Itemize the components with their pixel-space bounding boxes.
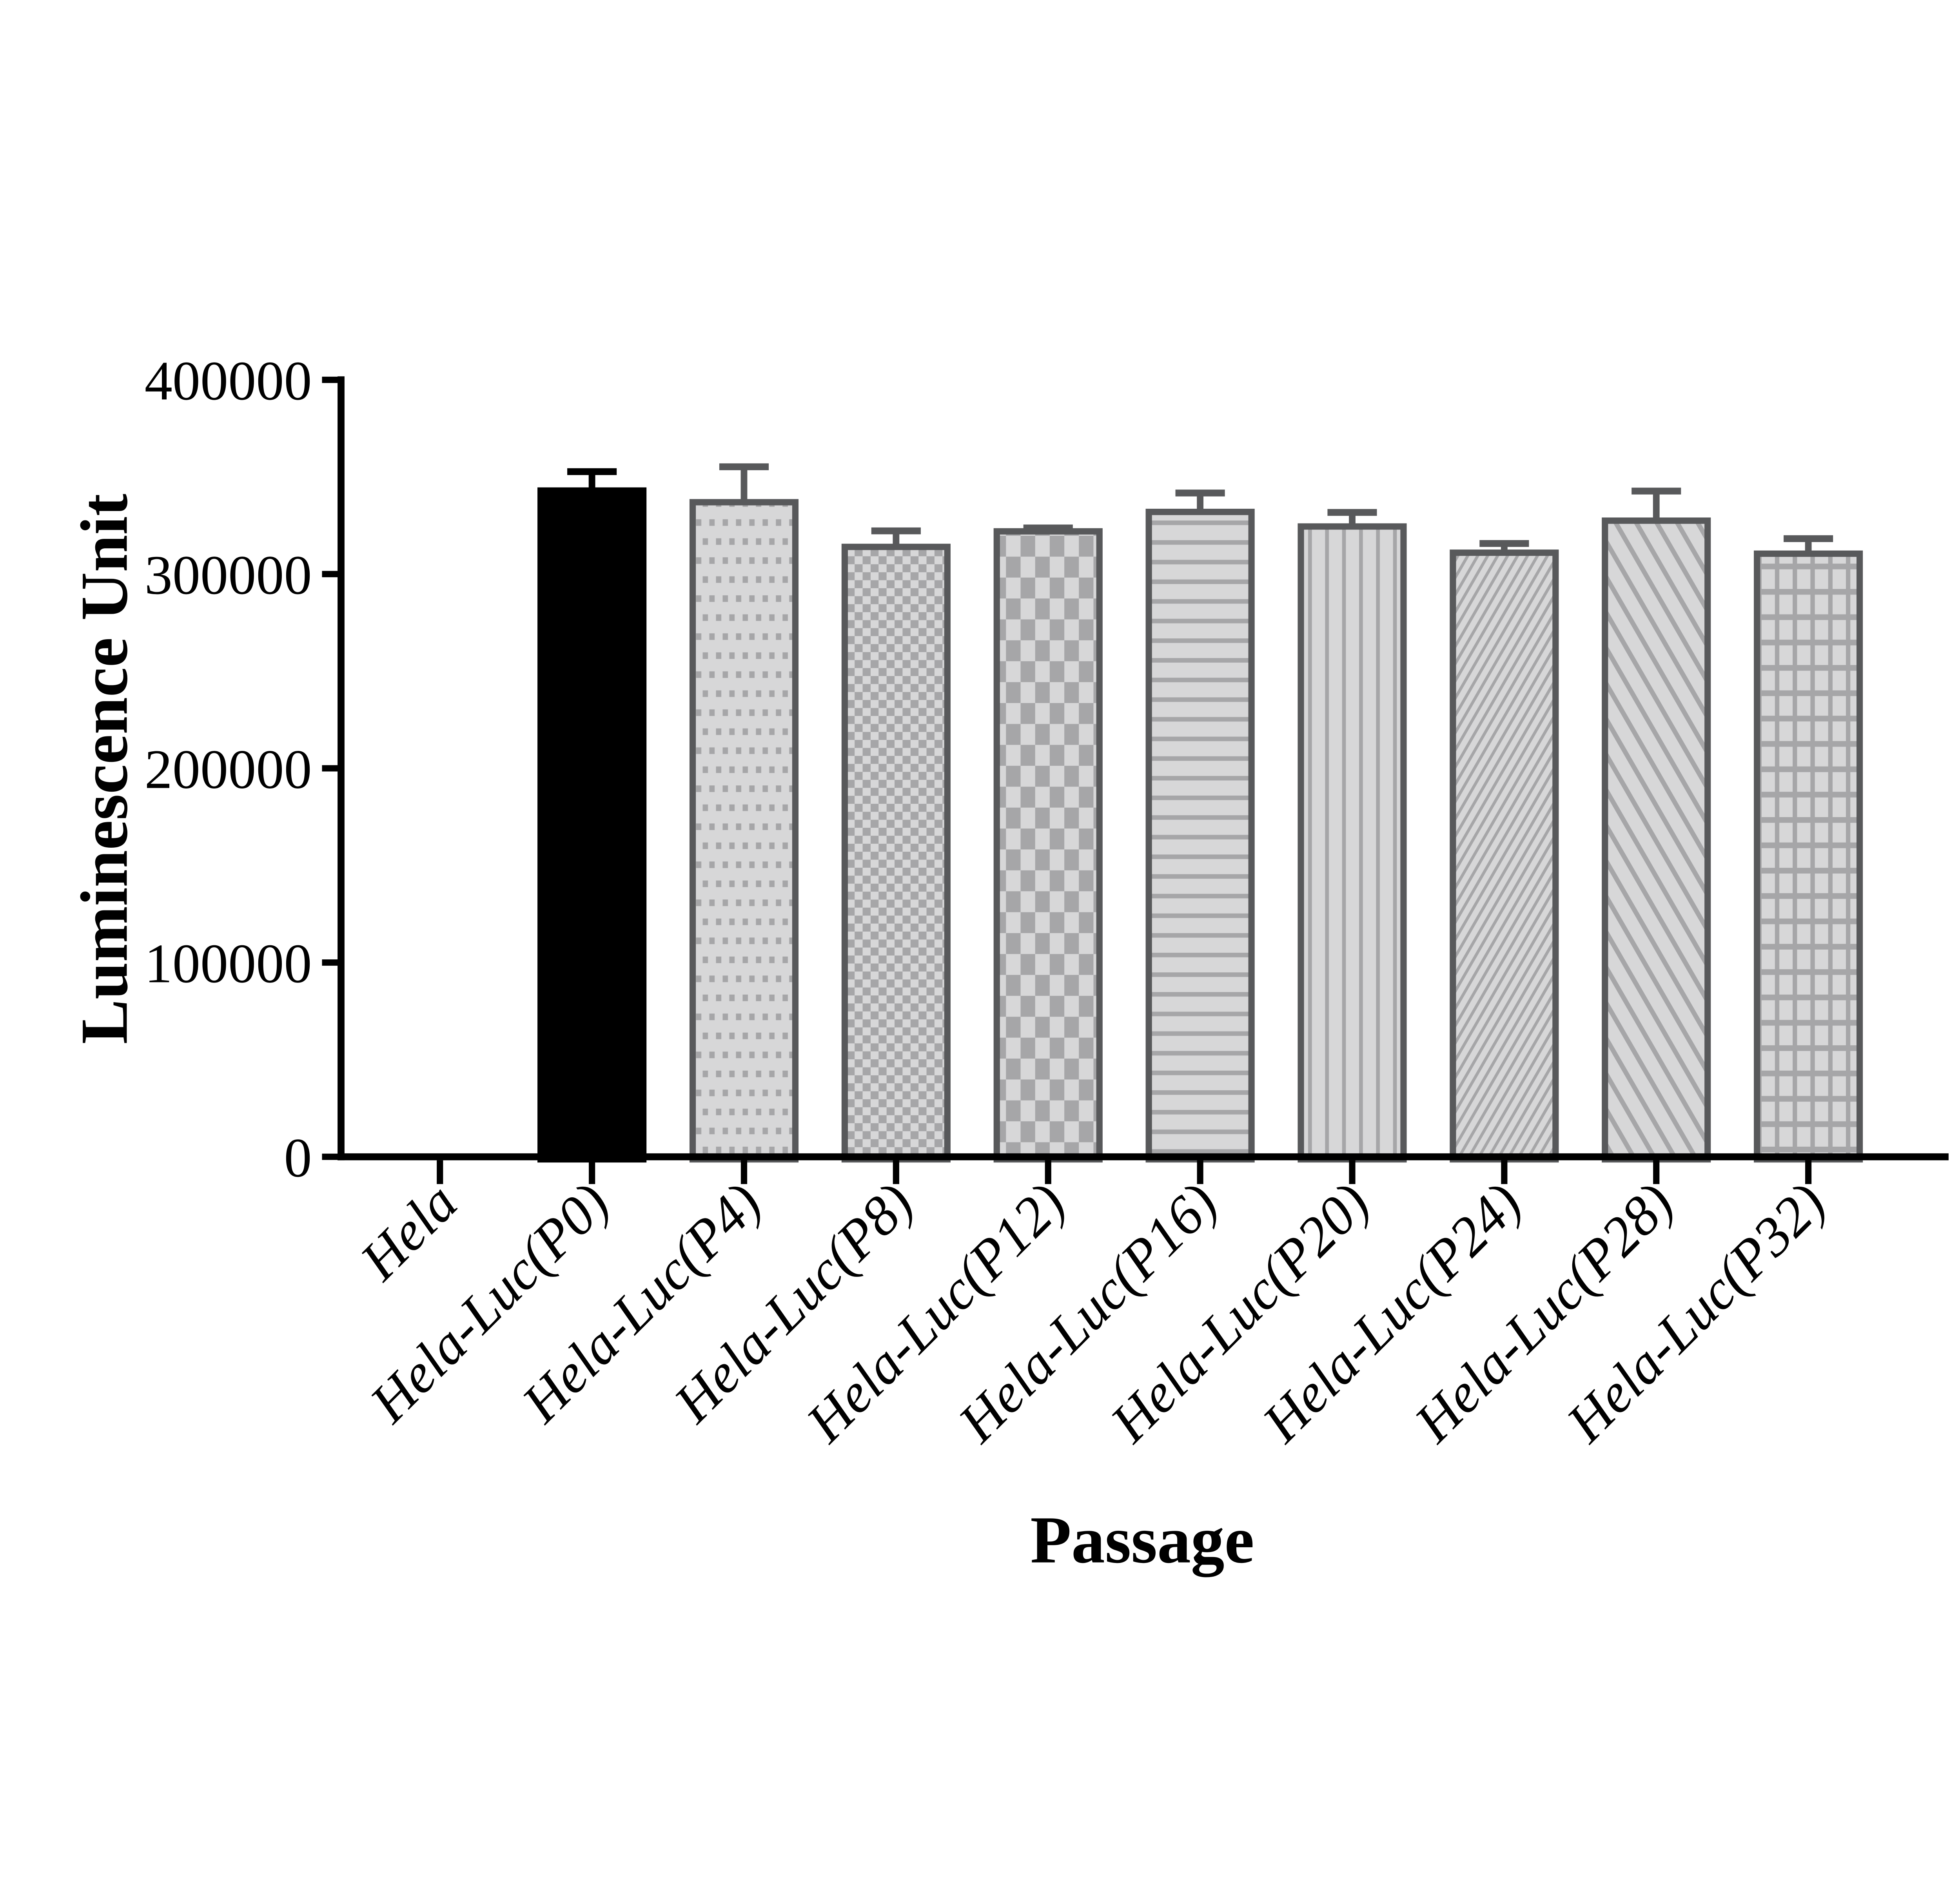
bars-layer [537, 487, 1863, 1163]
error-bar-cap [871, 527, 921, 535]
ticks-and-tick-labels-layer: 0100000200000300000400000HelaHela-Luc(P0… [145, 350, 1837, 1454]
x-category-label: Hela [348, 1171, 469, 1292]
x-category-label: Hela-Luc(P32) [1554, 1171, 1837, 1454]
y-tick-label: 300000 [145, 544, 312, 606]
y-tick-label: 200000 [145, 738, 312, 800]
bar [1602, 517, 1711, 1163]
bar [537, 487, 647, 1163]
error-bar-cap [1479, 540, 1529, 547]
y-tick-label: 400000 [145, 350, 312, 412]
bar [1450, 549, 1559, 1163]
bar [689, 499, 799, 1163]
error-bar-cap [1632, 488, 1681, 495]
error-bar-cap [719, 463, 769, 470]
bar [841, 544, 951, 1163]
bar [1754, 550, 1863, 1163]
y-tick-label: 100000 [145, 932, 312, 994]
bar [1145, 509, 1255, 1163]
x-category-label: Hela-Luc(P16) [946, 1171, 1229, 1454]
error-bar-cap [567, 468, 617, 475]
bar [1298, 523, 1407, 1163]
x-category-label: Hela-Luc(P24) [1250, 1171, 1533, 1454]
bar [993, 528, 1103, 1163]
axes-layer [338, 376, 1949, 1160]
error-bar-cap [1327, 509, 1377, 516]
y-axis-title: Luminescence Unit [67, 494, 142, 1044]
x-category-label: Hela-Luc(P28) [1402, 1171, 1685, 1454]
error-bar-cap [1175, 489, 1225, 497]
x-category-label: Hela-Luc(P20) [1098, 1171, 1381, 1454]
x-category-label: Hela-Luc(P12) [794, 1171, 1077, 1454]
x-axis-title: Passage [1030, 1503, 1254, 1577]
y-tick-label: 0 [284, 1127, 312, 1189]
error-bar-cap [1784, 535, 1833, 542]
